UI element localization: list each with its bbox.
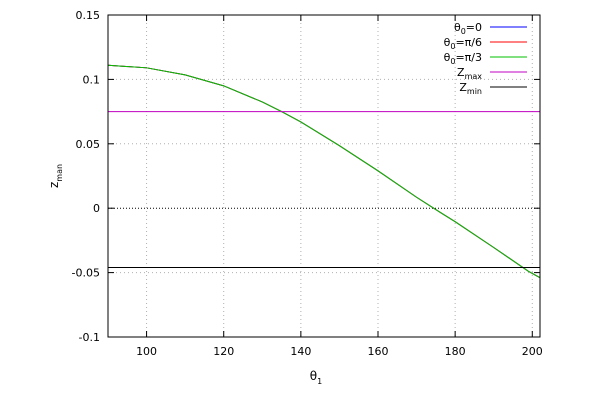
series-line-0: [108, 64, 540, 279]
legend-label-1: θ0=π/6: [444, 36, 482, 51]
x-axis-label-base: θ: [310, 369, 317, 383]
y-tick-label: 0: [93, 202, 100, 215]
y-tick-label: 0.1: [83, 73, 101, 86]
y-tick-label: 0.15: [76, 9, 101, 22]
legend-label-4: Zmin: [459, 81, 482, 96]
plot-frame: [107, 14, 541, 338]
x-tick-label: 140: [290, 345, 311, 358]
x-axis-label-sub: 1: [317, 377, 322, 386]
x-tick-label: 200: [522, 345, 543, 358]
y-axis-label: zman: [47, 164, 64, 188]
series-line-2: [108, 64, 540, 279]
x-tick-label: 160: [368, 345, 389, 358]
y-tick-label: -0.1: [79, 331, 100, 344]
x-tick-label: 100: [136, 345, 157, 358]
x-axis-label: θ1: [310, 369, 322, 386]
grid-lines: [108, 15, 540, 337]
series-line-1: [108, 64, 540, 279]
y-tick-label: -0.05: [72, 267, 100, 280]
y-tick-label: 0.05: [76, 138, 101, 151]
legend-label-2: θ0=π/3: [444, 51, 482, 66]
y-axis-label-sub: man: [55, 164, 64, 182]
legend-label-3: Zmax: [457, 66, 482, 81]
legend-label-0: θ0=0: [454, 21, 482, 36]
x-tick-label: 120: [213, 345, 234, 358]
axis-ticks: 100 120 140 160 180 200 -0.1 -0.05 0 0.05 0.1 0.15: [72, 9, 543, 358]
x-tick-label: 180: [445, 345, 466, 358]
series-lines: [108, 64, 540, 279]
y-axis-label-base: z: [47, 182, 61, 188]
